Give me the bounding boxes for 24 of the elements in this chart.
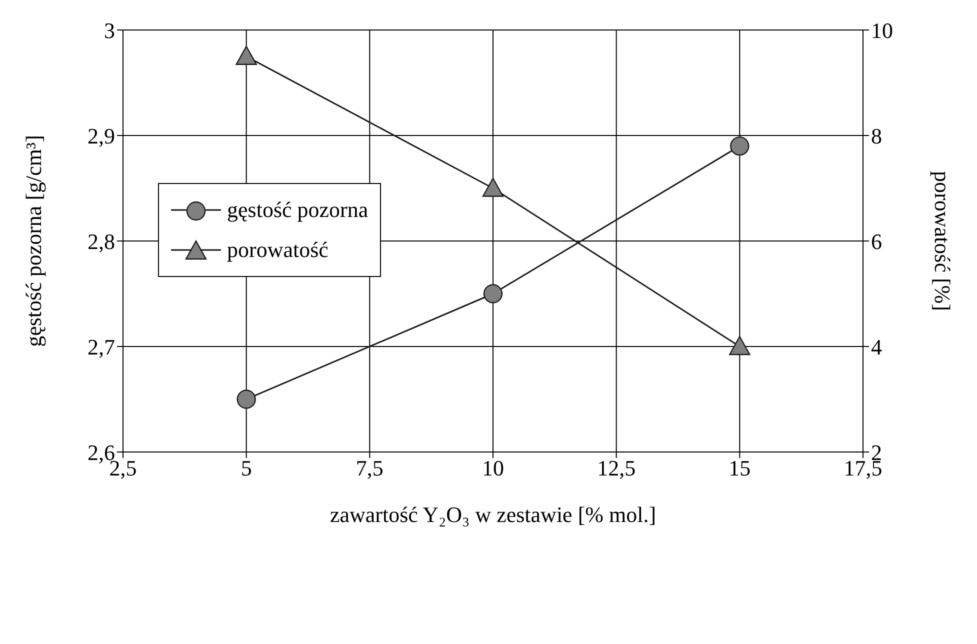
y2-tick-label: 10: [871, 18, 893, 43]
point: [483, 284, 503, 304]
point: [236, 390, 256, 409]
point: [729, 336, 750, 356]
x-tick-label: 10: [482, 456, 504, 481]
y2-tick-label: 6: [871, 228, 882, 254]
x-axis-title: zawartość Y₂O₃ w zestawie [% mol.]: [330, 502, 656, 527]
y-axis-title: gęstość pozorna [g/cm³]: [20, 135, 46, 347]
x-tick-label: 5: [240, 456, 252, 481]
x-tick-label: 12,5: [597, 456, 636, 481]
y2-tick-label: 8: [871, 123, 882, 148]
legend-label: porowatość: [227, 237, 328, 263]
y-tick-label: 3: [104, 18, 115, 43]
y2-axis-title: porowatość [%]: [930, 171, 956, 311]
y-tick-label: 2,8: [88, 228, 115, 254]
legend-label: gęstość pozorna: [227, 197, 368, 223]
x-tick-label: 15: [728, 456, 751, 481]
point: [236, 46, 257, 65]
point: [482, 178, 504, 197]
x-tick-label: 7,5: [356, 456, 384, 481]
y-tick-label: 2,7: [88, 334, 115, 360]
y-tick-label: 2,9: [88, 123, 115, 148]
y2-tick-label: 4: [871, 334, 882, 360]
point: [730, 136, 750, 156]
